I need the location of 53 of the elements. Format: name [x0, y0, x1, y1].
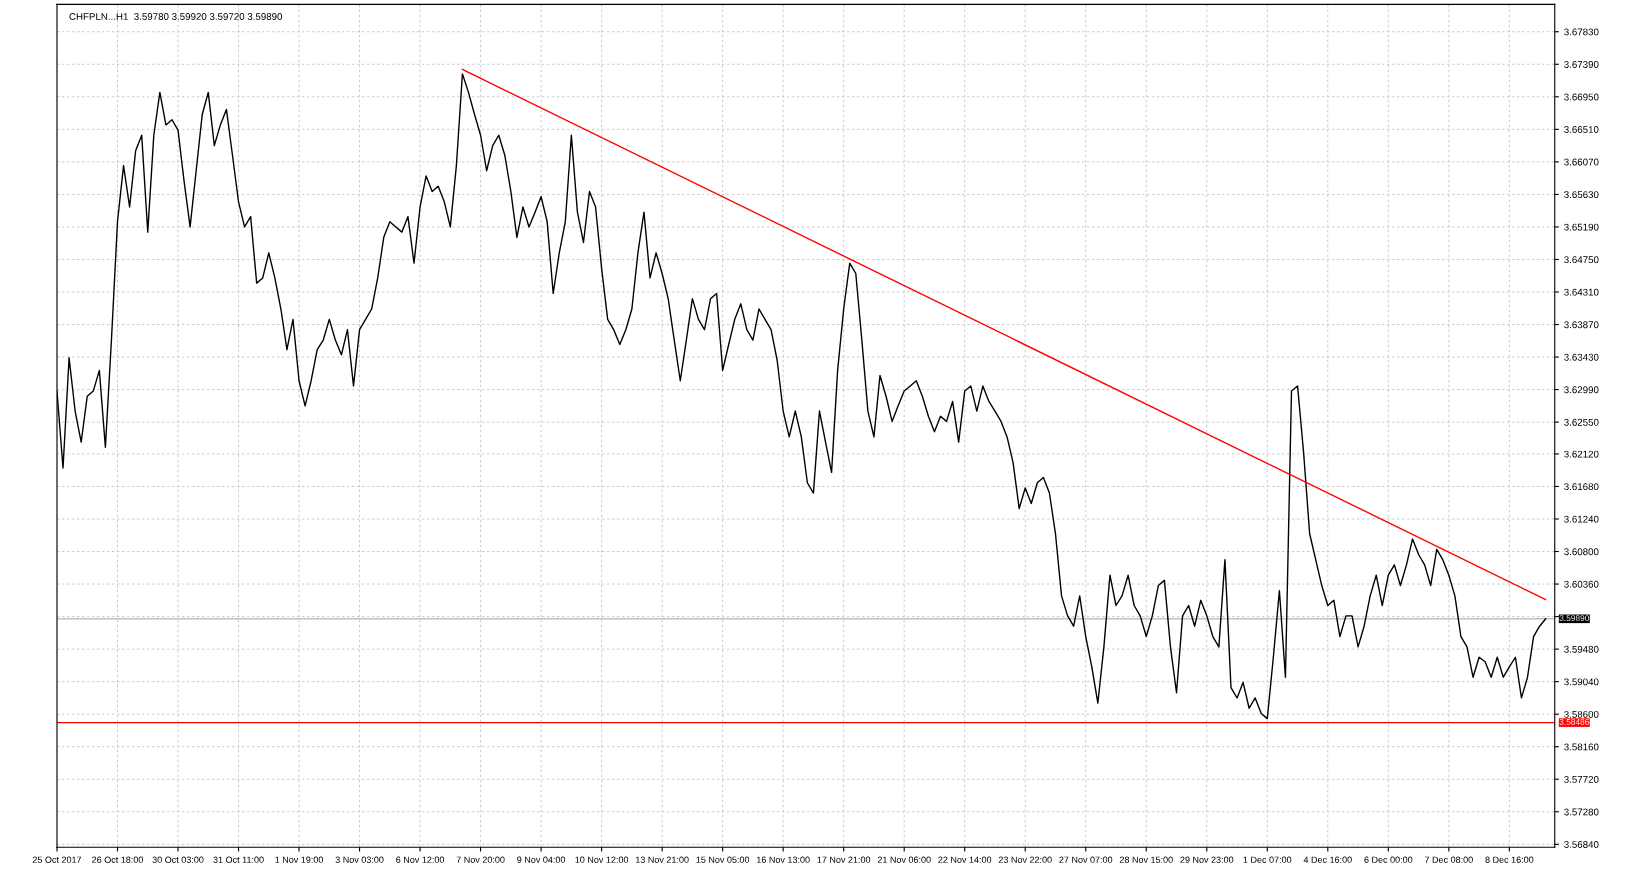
- x-tick-label: 3 Nov 03:00: [335, 856, 384, 863]
- y-tick-label: 3.63870: [1564, 321, 1599, 329]
- y-tick-label: 3.66510: [1564, 126, 1599, 133]
- y-tick-label: 3.57720: [1564, 775, 1599, 783]
- x-tick-label: 16 Nov 13:00: [757, 856, 810, 863]
- x-tick-label: 1 Nov 19:00: [275, 856, 324, 863]
- x-tick-label: 28 Nov 15:00: [1119, 856, 1173, 863]
- y-tick-label: 3.61240: [1564, 515, 1599, 523]
- y-tick-label: 3.58600: [1564, 710, 1599, 718]
- x-tick-label: 17 Nov 21:00: [817, 856, 871, 863]
- x-tick-label: 26 Oct 18:00: [92, 856, 143, 863]
- x-tick-label: 6 Nov 12:00: [396, 856, 445, 863]
- y-tick-label: 3.62550: [1564, 418, 1599, 426]
- x-tick-label: 8 Dec 16:00: [1485, 856, 1534, 863]
- x-tick-label: 7 Dec 08:00: [1424, 856, 1473, 863]
- y-tick-label: 3.66070: [1564, 158, 1599, 166]
- text: CHFPLN...H1 3.59780 3.59920 3.59720 3.59890: [69, 13, 283, 20]
- x-tick-label: 21 Nov 06:00: [877, 856, 931, 863]
- x-tick-label: 7 Nov 20:00: [456, 856, 505, 863]
- y-tick-label: 3.67830: [1564, 28, 1599, 36]
- y-tick-label: 3.57280: [1564, 808, 1599, 816]
- y-tick-label: 3.59480: [1564, 645, 1599, 653]
- y-tick-label: 3.62990: [1564, 386, 1599, 394]
- y-tick-label: 3.62120: [1564, 450, 1599, 458]
- x-tick-label: 25 Oct 2017: [32, 856, 82, 863]
- x-tick-label: 27 Nov 07:00: [1059, 856, 1113, 863]
- x-tick-label: 15 Nov 05:00: [696, 856, 750, 863]
- ref-line-label: 3.58486: [1559, 718, 1589, 725]
- y-tick-label: 3.64750: [1564, 256, 1599, 264]
- x-tick-label: 31 Oct 11:00: [213, 856, 264, 863]
- y-tick-label: 3.56840: [1564, 841, 1599, 848]
- y-tick-label: 3.59040: [1564, 678, 1599, 686]
- y-tick-label: 3.61680: [1564, 483, 1599, 491]
- y-tick-label: 3.64310: [1564, 288, 1599, 296]
- x-tick-label: 6 Dec 00:00: [1364, 856, 1413, 863]
- x-tick-label: 23 Nov 22:00: [998, 856, 1052, 863]
- x-tick-label: 22 Nov 14:00: [938, 856, 992, 863]
- y-tick-label: 3.63430: [1564, 353, 1599, 361]
- y-tick-label: 3.60800: [1564, 548, 1599, 556]
- y-tick-label: 3.66950: [1564, 93, 1599, 101]
- y-tick-label: 3.65630: [1564, 191, 1599, 199]
- x-tick-label: 9 Nov 04:00: [517, 856, 566, 863]
- x-tick-label: 29 Nov 23:00: [1180, 856, 1234, 863]
- x-tick-label: 10 Nov 12:00: [575, 856, 629, 863]
- y-tick-label: 3.67390: [1564, 61, 1599, 68]
- x-tick-label: 1 Dec 07:00: [1243, 856, 1292, 863]
- y-tick-label: 3.58160: [1564, 743, 1599, 751]
- x-tick-label: 30 Oct 03:00: [152, 856, 204, 863]
- x-tick-label: 13 Nov 21:00: [635, 856, 689, 863]
- x-tick-label: 4 Dec 16:00: [1303, 856, 1352, 863]
- y-tick-label: 3.65190: [1564, 223, 1599, 231]
- ref-line-label: 3.59890: [1559, 615, 1590, 622]
- y-tick-label: 3.60360: [1564, 580, 1599, 588]
